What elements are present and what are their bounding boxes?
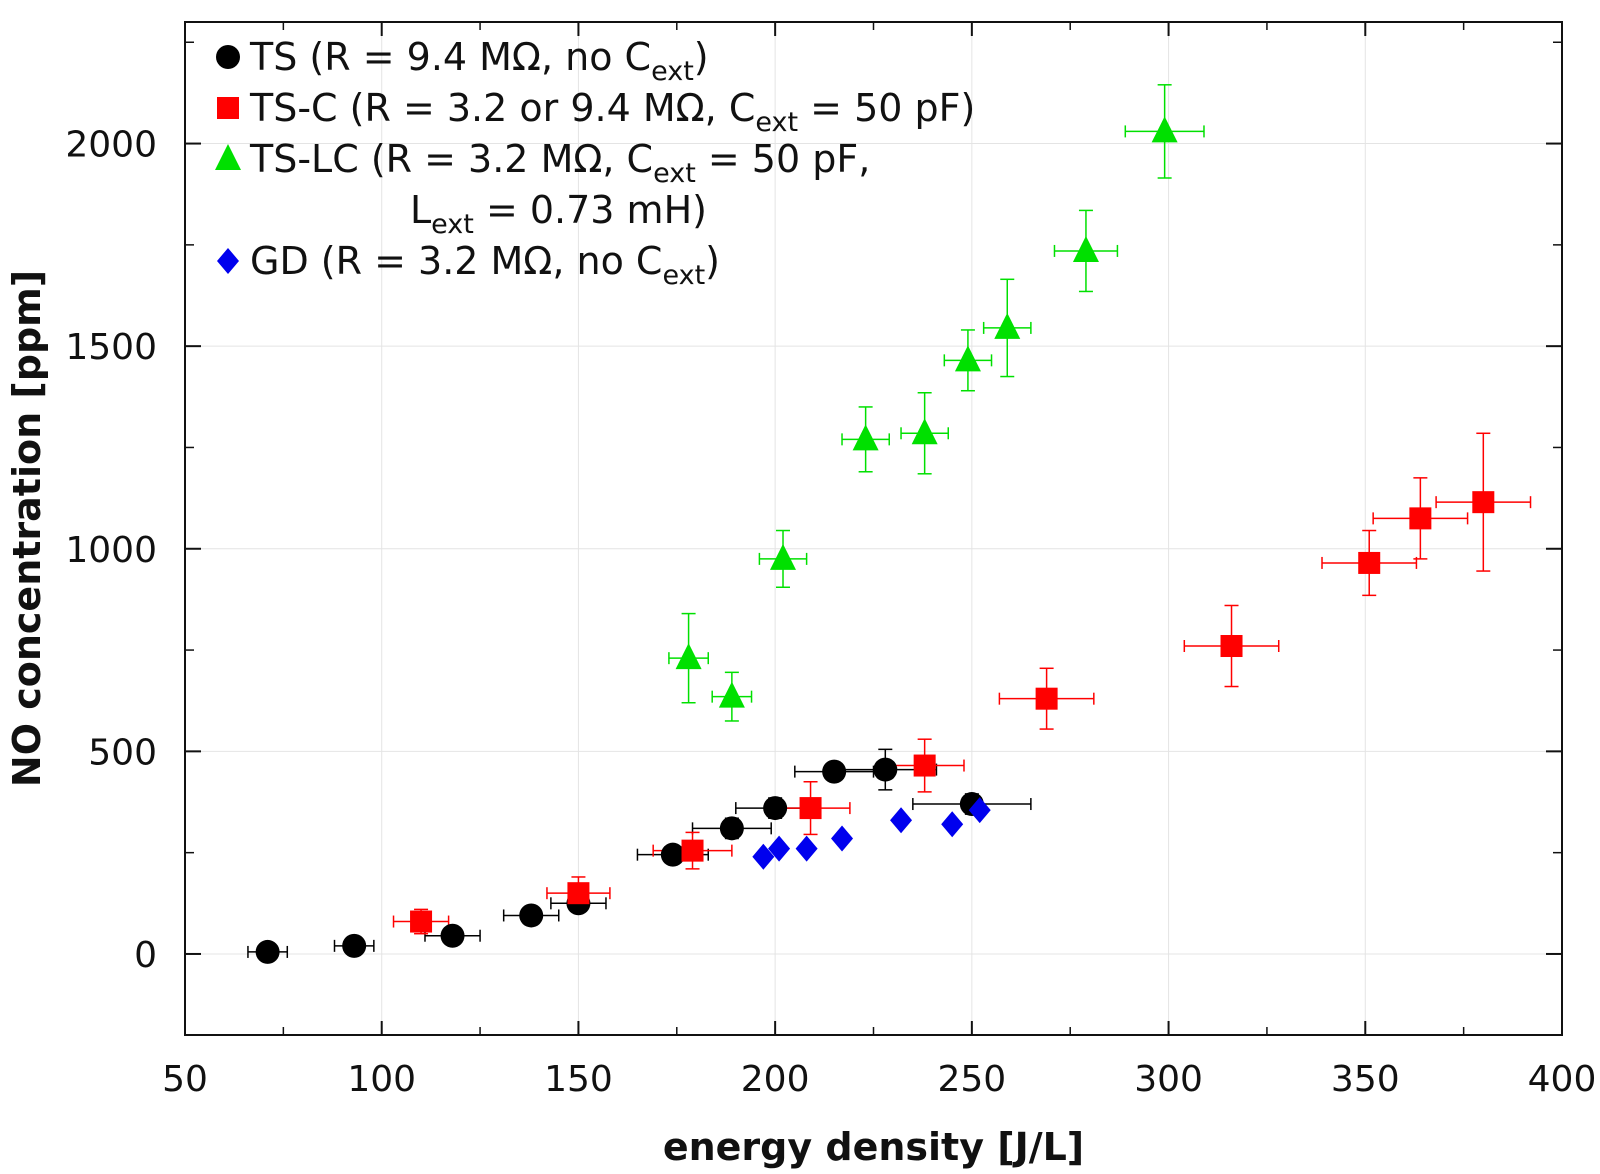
legend-label-gd: GD (R = 3.2 MΩ, no Cext)	[250, 239, 720, 291]
legend-label-ts-lc-line2: Lext = 0.73 mH)	[410, 188, 707, 240]
ts-c-point	[1220, 635, 1243, 658]
ts-point	[519, 903, 544, 928]
data-markers	[255, 116, 1495, 964]
gd-point	[752, 843, 775, 870]
ts-lc-point	[718, 681, 745, 708]
ts-lc-point	[1072, 235, 1099, 262]
grid-lines	[184, 22, 1563, 1035]
y-tick-label: 1000	[65, 530, 157, 571]
gd-point	[941, 811, 964, 838]
tick-labels: 50 100 150 200 250 300 350 400 0 500 1000 1500 2000	[65, 125, 1596, 1100]
ts-point	[255, 939, 280, 964]
ts-c-point	[1409, 507, 1432, 530]
ts-c-point	[1472, 491, 1495, 514]
ts-c-point	[681, 839, 704, 862]
x-tick-label: 200	[741, 1059, 810, 1100]
gd-point	[890, 807, 913, 834]
legend-marker-gd	[217, 248, 239, 274]
x-tick-label: 150	[544, 1059, 613, 1100]
x-tick-label: 50	[162, 1059, 208, 1100]
ts-point	[440, 923, 465, 948]
ts-point	[873, 757, 898, 782]
gd-point	[795, 835, 818, 862]
y-tick-label: 1500	[65, 327, 157, 368]
legend-marker-ts	[216, 45, 240, 69]
ts-c-point	[1358, 551, 1381, 574]
ts-lc-point	[852, 424, 879, 451]
ts-c-point	[567, 882, 590, 905]
ts-point	[719, 816, 744, 841]
ts-point	[342, 933, 367, 958]
legend-label-ts: TS (R = 9.4 MΩ, no Cext)	[249, 35, 709, 87]
y-tick-label: 2000	[65, 125, 157, 166]
gd-point	[768, 835, 791, 862]
ts-point	[660, 842, 685, 867]
ts-lc-point	[675, 643, 702, 670]
legend-label-ts-c: TS-C (R = 3.2 or 9.4 MΩ, Cext = 50 pF)	[249, 86, 975, 138]
ts-c-point	[799, 797, 822, 820]
y-tick-label: 0	[134, 935, 157, 976]
x-tick-label: 350	[1331, 1059, 1400, 1100]
ts-lc-point	[1151, 116, 1178, 143]
ts-point	[763, 796, 788, 821]
legend-marker-ts-lc	[215, 144, 241, 170]
ts-lc-point	[770, 543, 797, 570]
gd-point	[968, 797, 991, 824]
ts-c-point	[913, 754, 936, 777]
ts-point	[822, 759, 847, 784]
legend-marker-ts-c	[217, 97, 239, 119]
legend: TS (R = 9.4 MΩ, no Cext)TS-C (R = 3.2 or…	[215, 35, 975, 291]
gd-point	[831, 825, 854, 852]
x-tick-label: 400	[1528, 1059, 1597, 1100]
ts-lc-point	[954, 345, 981, 372]
legend-label-ts-lc: TS-LC (R = 3.2 MΩ, Cext = 50 pF,	[249, 137, 870, 189]
ts-lc-point	[994, 312, 1021, 339]
plot-frame	[184, 21, 1563, 1036]
x-tick-label: 100	[347, 1059, 416, 1100]
y-axis-title: NO concentration [ppm]	[5, 270, 49, 787]
x-tick-label: 250	[937, 1059, 1006, 1100]
y-tick-label: 500	[88, 732, 157, 773]
ts-c-point	[1035, 687, 1058, 710]
x-tick-label: 300	[1134, 1059, 1203, 1100]
ts-c-point	[410, 910, 433, 933]
ts-lc-point	[911, 418, 938, 445]
x-axis-title: energy density [J/L]	[663, 1125, 1084, 1169]
